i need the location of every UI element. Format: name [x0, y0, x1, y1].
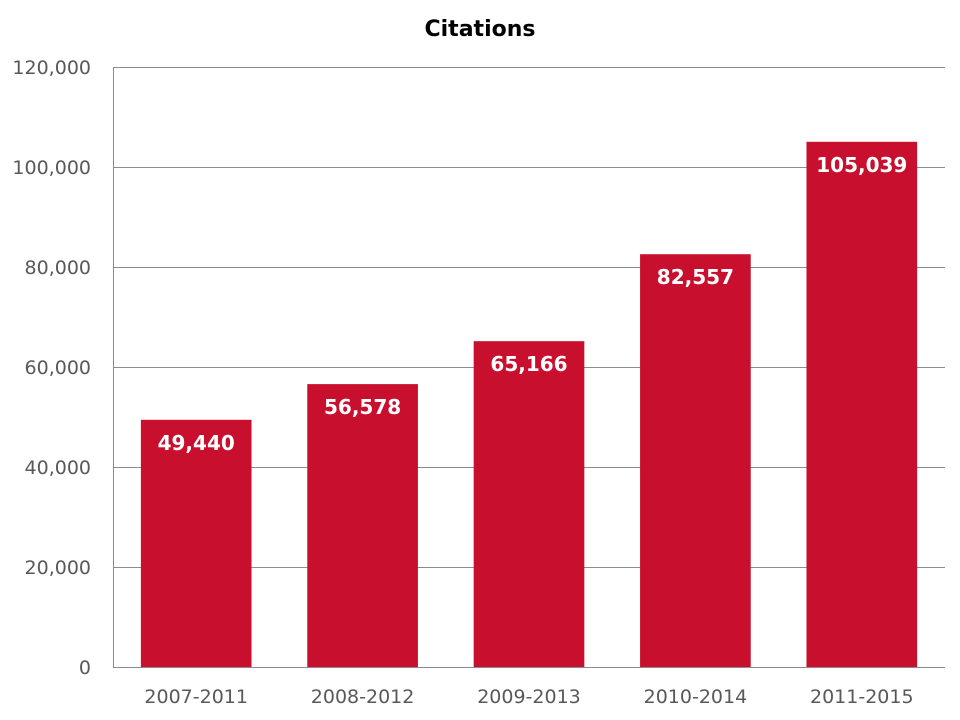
x-tick-label: 2007-2011	[144, 686, 248, 708]
bar-value-label: 49,440	[158, 431, 235, 455]
bar	[806, 141, 918, 667]
x-tick-label: 2008-2012	[311, 686, 415, 708]
bar-value-label: 65,166	[490, 352, 567, 376]
y-tick-label: 80,000	[25, 257, 91, 279]
y-axis-ticks: 0 20,000 40,000 60,000 80,000 100,000 120,000	[12, 57, 91, 679]
data-labels: 49,440 56,578 65,166 82,557 105,039	[158, 153, 908, 455]
y-tick-label: 100,000	[12, 157, 91, 179]
bar	[473, 341, 585, 667]
y-tick-label: 0	[79, 657, 91, 679]
bar-value-label: 105,039	[816, 153, 907, 177]
bars	[140, 141, 918, 667]
y-tick-label: 120,000	[12, 57, 91, 79]
bar	[307, 384, 418, 667]
bar	[640, 254, 751, 667]
y-tick-label: 40,000	[25, 457, 91, 479]
chart-title: Citations	[425, 17, 536, 42]
y-tick-label: 60,000	[25, 357, 91, 379]
x-tick-label: 2009-2013	[477, 686, 581, 708]
bar	[140, 419, 252, 667]
bar-value-label: 56,578	[324, 395, 401, 419]
x-axis-ticks: 2007-2011 2008-2012 2009-2013 2010-2014 2011…	[144, 686, 913, 708]
y-tick-label: 20,000	[25, 557, 91, 579]
x-tick-label: 2011-2015	[810, 686, 914, 708]
x-tick-label: 2010-2014	[644, 686, 748, 708]
bar-value-label: 82,557	[657, 265, 734, 289]
